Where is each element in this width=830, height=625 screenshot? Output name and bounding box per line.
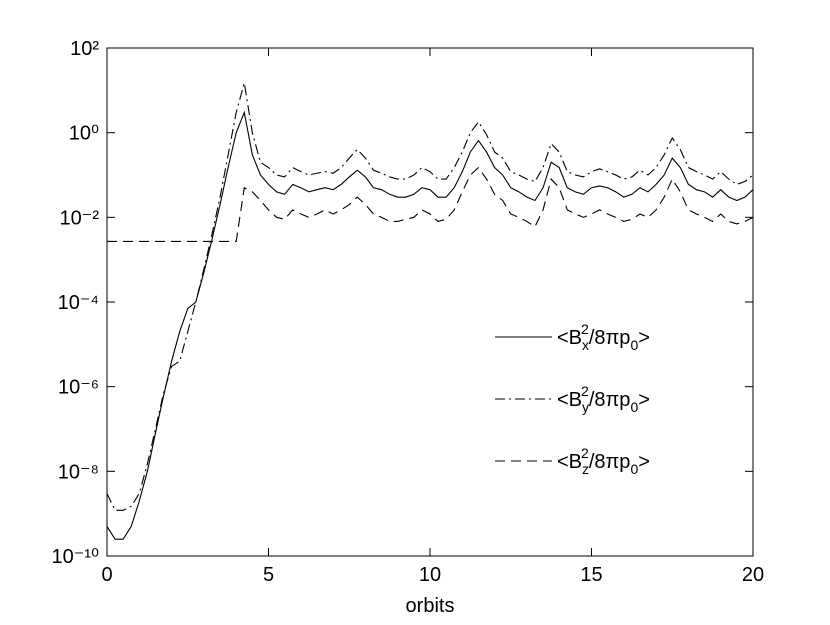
y-tick-label: 10⁻² bbox=[60, 207, 100, 229]
plot-frame bbox=[106, 47, 754, 557]
y-tick-label: 10⁻¹⁰ bbox=[52, 546, 99, 568]
legend-label: <By2/8πp0> bbox=[557, 383, 650, 415]
x-tick-label: 0 bbox=[101, 564, 112, 586]
data-line bbox=[106, 110, 754, 540]
x-tick-label: 10 bbox=[419, 564, 441, 586]
x-axis-label: orbits bbox=[406, 595, 455, 617]
y-tick-label: 10⁻⁶ bbox=[58, 377, 99, 399]
y-tick-label: 10² bbox=[70, 38, 99, 60]
legend-label: <Bz2/8πp0> bbox=[557, 445, 650, 477]
data-line bbox=[107, 166, 754, 242]
x-tick-label: 15 bbox=[580, 564, 602, 586]
y-tick-label: 10⁰ bbox=[69, 123, 99, 145]
y-tick-label: 10⁻⁸ bbox=[58, 461, 99, 483]
legend-label: <Bx2/8πp0> bbox=[557, 321, 650, 353]
x-tick-label: 20 bbox=[742, 564, 764, 586]
data-line bbox=[106, 82, 754, 511]
y-tick-label: 10⁻⁴ bbox=[58, 292, 99, 314]
x-tick-label: 5 bbox=[263, 564, 274, 586]
